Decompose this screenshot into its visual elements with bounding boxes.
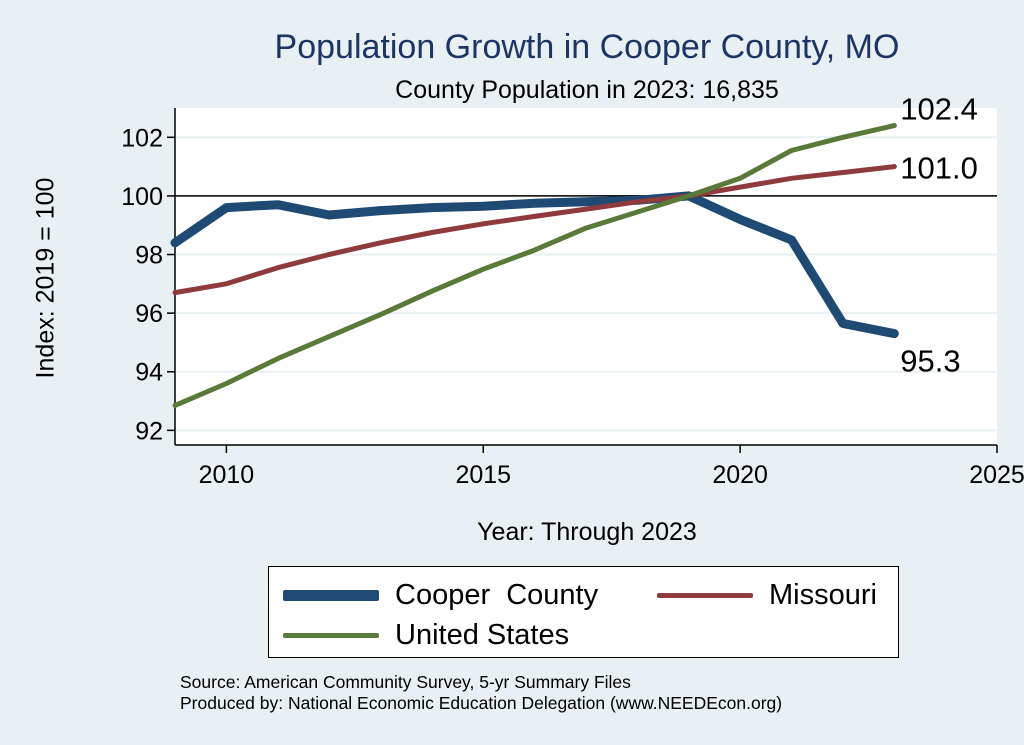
legend-swatch-missouri: [657, 593, 753, 598]
x-tick-label: 2020: [712, 461, 768, 489]
y-tick-label: 96: [135, 300, 163, 328]
axes: 92 94 96 98 100 102 2010 2015 2020 2025: [121, 108, 1024, 489]
y-tick-label: 92: [135, 417, 163, 445]
end-label-missouri: 101.0: [900, 151, 978, 186]
y-tick-label: 94: [135, 359, 163, 387]
series-line-missouri: [172, 164, 897, 296]
series-line-cooper-county: [170, 191, 899, 339]
end-label-cooper-county: 95.3: [900, 344, 960, 379]
legend-swatch-cooper-county: [283, 590, 379, 601]
chart-title: Population Growth in Cooper County, MO: [274, 28, 900, 66]
plot-area: [175, 108, 997, 445]
series-line-united-states: [172, 123, 897, 408]
source-line: Source: American Community Survey, 5-yr …: [180, 672, 631, 692]
x-tick-label: 2025: [969, 461, 1024, 489]
legend: Cooper County Missouri United States: [268, 566, 899, 658]
x-tick-label: 2010: [199, 461, 255, 489]
y-tick-label: 100: [121, 183, 163, 211]
legend-item-united-states: United States: [283, 619, 569, 652]
end-label-united-states: 102.4: [900, 92, 978, 127]
source-note: Source: American Community Survey, 5-yr …: [180, 672, 782, 714]
x-tick-label: 2015: [455, 461, 511, 489]
legend-item-missouri: Missouri: [657, 579, 877, 612]
end-point-united-states: [891, 123, 897, 129]
legend-item-cooper-county: Cooper County: [283, 579, 598, 612]
legend-label-cooper-county: Cooper County: [395, 579, 599, 611]
x-axis-label: Year: Through 2023: [477, 518, 697, 546]
chart-subtitle: County Population in 2023: 16,835: [395, 76, 779, 104]
y-axis-label: Index: 2019 = 100: [31, 177, 60, 379]
legend-label-united-states: United States: [395, 619, 570, 651]
producer-line: Produced by: National Economic Education…: [180, 693, 783, 713]
series-lines: [170, 123, 899, 408]
legend-swatch-united-states: [283, 633, 379, 638]
end-point-cooper-county: [891, 331, 897, 337]
end-point-missouri: [891, 164, 897, 170]
y-tick-label: 98: [135, 242, 163, 270]
y-tick-label: 102: [121, 124, 163, 152]
legend-label-missouri: Missouri: [769, 579, 877, 611]
end-labels: 95.3 101.0 102.4: [900, 92, 978, 379]
